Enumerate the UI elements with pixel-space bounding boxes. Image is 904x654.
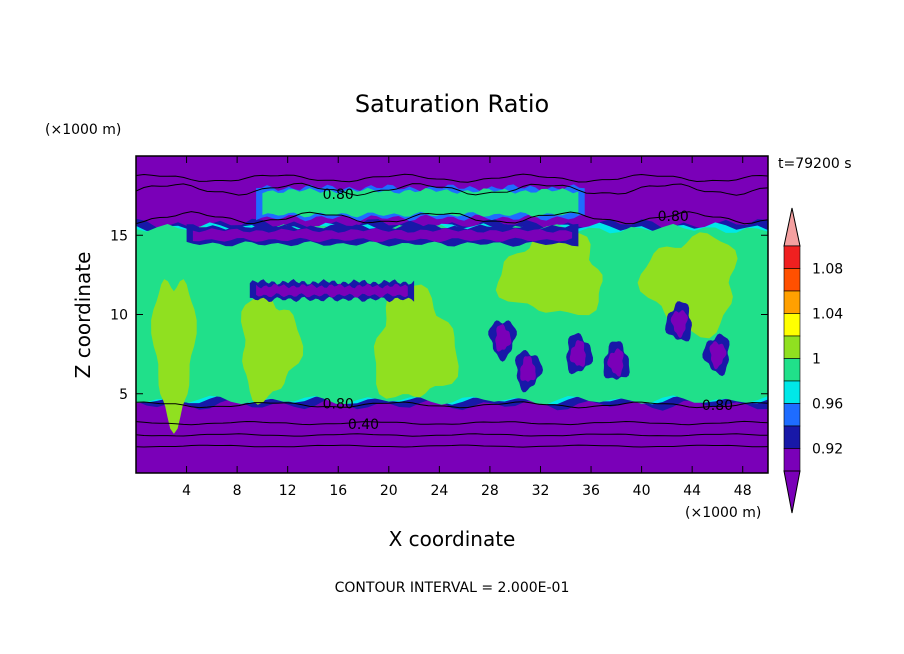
supersaturated-patch bbox=[495, 229, 603, 316]
supersaturated-patch bbox=[373, 284, 459, 399]
contour-lines bbox=[136, 173, 768, 448]
x-tick-label: 24 bbox=[430, 483, 448, 499]
contour-line bbox=[136, 173, 768, 183]
contour-label: 0.80 bbox=[658, 209, 689, 225]
y-axis-label: Z coordinate bbox=[71, 252, 95, 379]
x-tick-label: 44 bbox=[683, 483, 701, 499]
x-tick-label: 36 bbox=[582, 483, 600, 499]
colorbar-tick-label: 1 bbox=[812, 352, 821, 368]
colorbar-segment bbox=[783, 268, 801, 292]
supersaturated-patch bbox=[637, 232, 738, 339]
colorbar-segment bbox=[783, 335, 801, 359]
x-axis-label: X coordinate bbox=[389, 527, 516, 551]
x-tick-label: 32 bbox=[532, 483, 550, 499]
contour-label: 0.80 bbox=[702, 398, 733, 414]
x-axis-ticks: 4 8 12 16 20 24 28 32 36 40 44 48 bbox=[182, 156, 752, 499]
dry-intrusion bbox=[495, 324, 512, 352]
x-tick-label: 12 bbox=[279, 483, 297, 499]
colorbar-tick-label: 1.04 bbox=[812, 307, 843, 323]
dry-band bbox=[192, 228, 573, 243]
colorbar-segment bbox=[783, 403, 801, 427]
colorbar-over-triangle bbox=[783, 207, 801, 247]
x-tick-label: 28 bbox=[481, 483, 499, 499]
contour-label: 0.40 bbox=[348, 417, 379, 433]
dry-intrusion bbox=[670, 310, 688, 338]
colorbar-tick-label: 0.96 bbox=[812, 397, 843, 413]
contour-line bbox=[136, 211, 768, 225]
time-label: t=79200 s bbox=[778, 156, 852, 172]
contour-label: 0.80 bbox=[323, 187, 354, 203]
contour-label: 0.80 bbox=[323, 396, 354, 412]
dry-intrusion bbox=[607, 348, 624, 377]
x-tick-label: 4 bbox=[182, 483, 191, 499]
colorbar-segment bbox=[783, 313, 801, 337]
upper-cloud-band bbox=[262, 187, 579, 218]
colorbar-segment bbox=[783, 380, 801, 404]
y-tick-label: 10 bbox=[110, 308, 128, 324]
contour-interval-note: CONTOUR INTERVAL = 2.000E-01 bbox=[335, 580, 570, 596]
contour-line bbox=[136, 444, 768, 448]
y-axis-ticks: 5 10 15 bbox=[110, 228, 768, 403]
y-tick-label: 15 bbox=[110, 228, 128, 244]
x-tick-label: 48 bbox=[734, 483, 752, 499]
x-units-label: (×1000 m) bbox=[685, 505, 761, 521]
x-tick-label: 16 bbox=[329, 483, 347, 499]
y-tick-label: 5 bbox=[119, 387, 128, 403]
plot-area bbox=[136, 156, 768, 473]
colorbar-segment bbox=[783, 448, 801, 472]
x-tick-label: 20 bbox=[380, 483, 398, 499]
colorbar-tick-label: 0.92 bbox=[812, 442, 843, 458]
y-units-label: (×1000 m) bbox=[45, 122, 121, 138]
colorbar-segment bbox=[783, 245, 801, 269]
dry-band bbox=[256, 283, 408, 298]
contour-line bbox=[136, 401, 768, 409]
colorbar-segment bbox=[783, 358, 801, 382]
contour-labels: 0.80 0.80 0.80 0.80 0.40 bbox=[323, 187, 733, 433]
colorbar-under-triangle bbox=[783, 470, 801, 514]
contour-line bbox=[136, 182, 768, 197]
dry-intrusion bbox=[709, 341, 727, 370]
dry-intrusion bbox=[569, 340, 586, 367]
x-tick-label: 8 bbox=[233, 483, 242, 499]
contour-line bbox=[136, 420, 768, 426]
colorbar: 0.92 0.96 1 1.04 1.08 bbox=[783, 207, 843, 514]
colorbar-segment bbox=[783, 425, 801, 449]
contour-line bbox=[136, 433, 768, 437]
chart-title: Saturation Ratio bbox=[355, 90, 549, 118]
colorbar-segment bbox=[783, 290, 801, 314]
supersaturated-patch bbox=[241, 291, 304, 405]
x-tick-label: 40 bbox=[633, 483, 651, 499]
colorbar-tick-label: 1.08 bbox=[812, 262, 843, 278]
dry-intrusion bbox=[520, 356, 536, 382]
supersaturated-patch bbox=[151, 279, 197, 434]
